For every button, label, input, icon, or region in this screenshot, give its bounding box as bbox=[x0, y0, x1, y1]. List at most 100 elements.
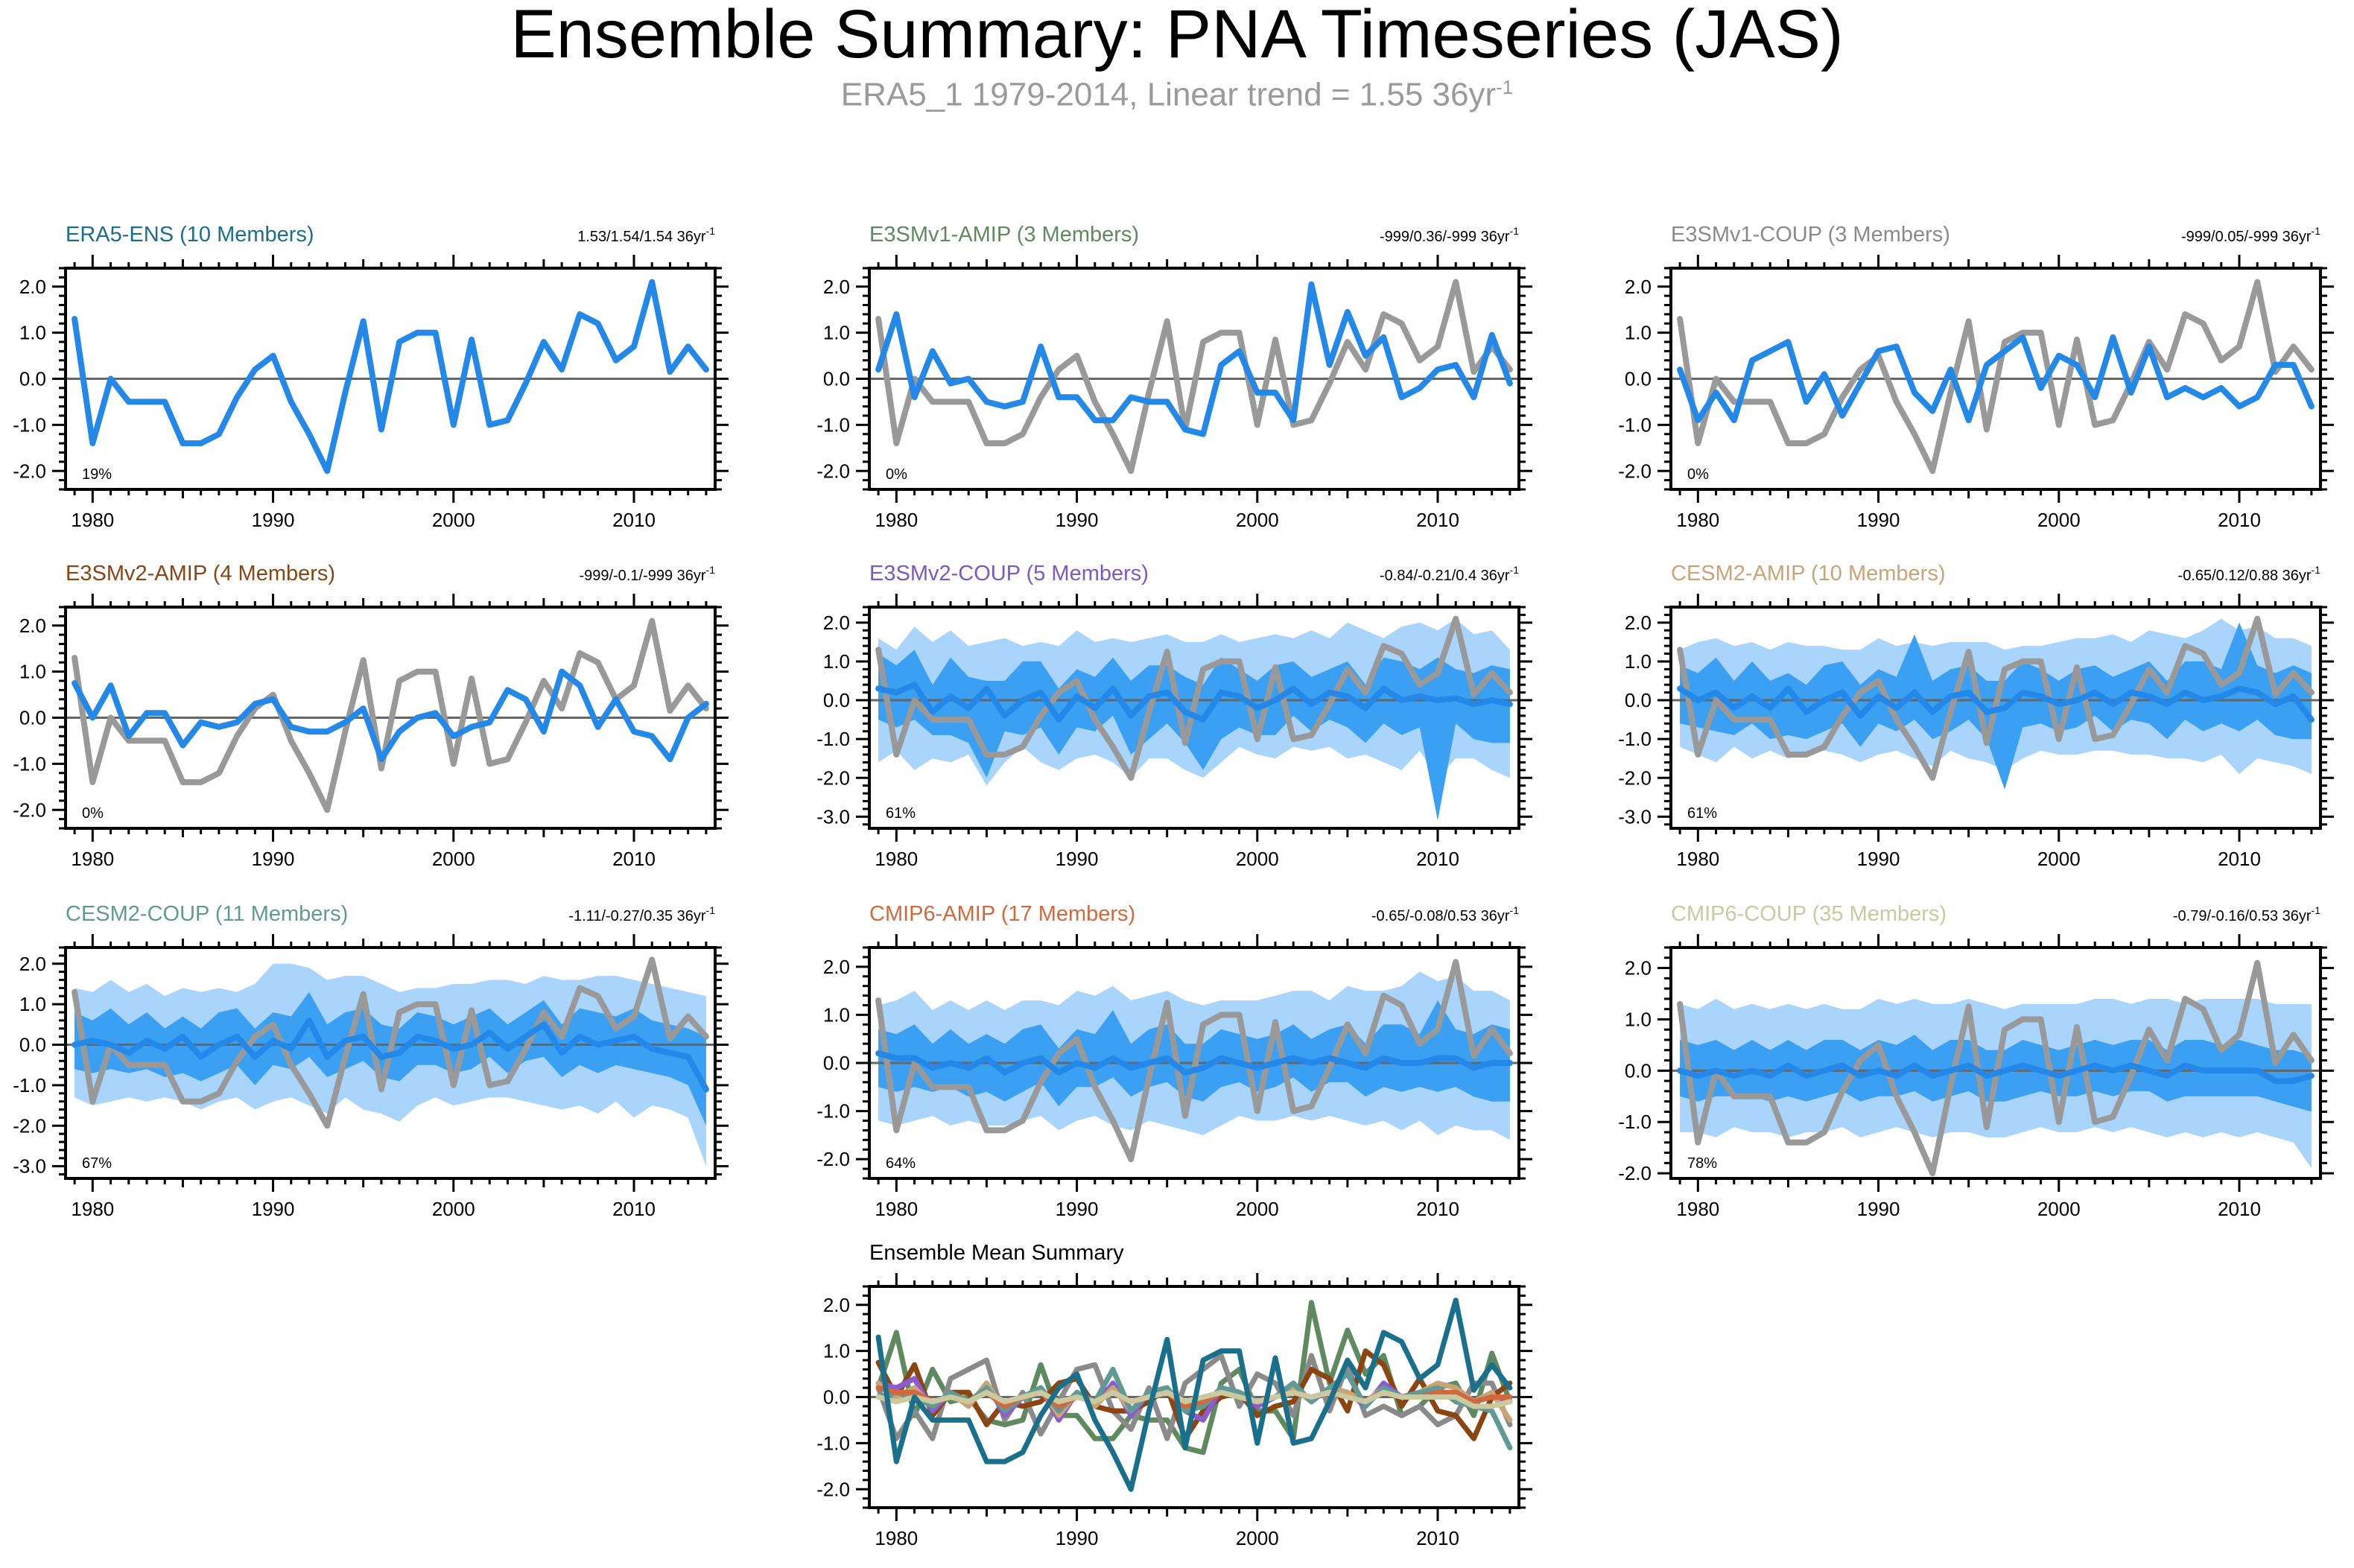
y-tick-label: 2.0 bbox=[1625, 612, 1652, 634]
x-tick-label: 1990 bbox=[1857, 848, 1900, 870]
stats-value: -0.65/0.12/0.88 36yr bbox=[2178, 568, 2312, 584]
stats-value: -0.65/-0.08/0.53 36yr bbox=[1371, 908, 1510, 924]
plot-area-e3smv2-coup bbox=[869, 615, 1519, 821]
panel-e3smv1-amip: 2.0 1.0 0.0 -1.0 -2.0 1980 1990 2000 2010 E3SMv1-… bbox=[816, 223, 1532, 531]
x-tick-label: 2010 bbox=[1416, 509, 1459, 531]
panel-e3smv2-amip: 2.0 1.0 0.0 -1.0 -2.0 1980 1990 2000 2010 E3SMv2-… bbox=[13, 562, 729, 870]
x-tick-label: 1990 bbox=[1056, 1527, 1099, 1549]
model-mean-line bbox=[1677, 1062, 2315, 1085]
model-mean-line bbox=[875, 1050, 1513, 1076]
x-tick-label: 2010 bbox=[1416, 1527, 1459, 1549]
x-tick-label: 1990 bbox=[1056, 848, 1099, 870]
x-tick-label: 2010 bbox=[2218, 848, 2261, 870]
subtitle-text: ERA5_1 1979-2014, Linear trend = 1.55 36… bbox=[840, 76, 1497, 113]
model-mean-line bbox=[72, 1017, 709, 1093]
y-tick-label: -1.0 bbox=[816, 728, 850, 750]
y-tick-label: 2.0 bbox=[19, 615, 46, 637]
y-tick-label: -1.0 bbox=[1618, 728, 1652, 750]
y-tick-label: 2.0 bbox=[823, 956, 850, 978]
x-tick-label: 1990 bbox=[1056, 1198, 1099, 1220]
y-tick-label: 2.0 bbox=[823, 276, 850, 298]
x-tick-label: 1980 bbox=[71, 1198, 114, 1220]
x-tick-label: 2010 bbox=[612, 1198, 656, 1220]
y-tick-label: 0.0 bbox=[19, 707, 46, 729]
y-tick-label: -3.0 bbox=[816, 805, 850, 828]
panel-title: CMIP6-COUP (35 Members) bbox=[1671, 902, 1947, 926]
y-tick-label: -2.0 bbox=[816, 766, 850, 789]
plot-area-e3smv1-coup bbox=[1671, 279, 2320, 474]
page-title: Ensemble Summary: PNA Timeseries (JAS) bbox=[510, 0, 1844, 72]
y-tick-label: 1.0 bbox=[823, 1340, 850, 1362]
y-tick-label: 1.0 bbox=[1625, 1008, 1652, 1030]
y-tick-label: 1.0 bbox=[823, 650, 850, 673]
y-tick-label: -1.0 bbox=[816, 1432, 850, 1454]
panel-stats: -0.65/-0.08/0.53 36yr-1 bbox=[1371, 904, 1519, 924]
y-tick-label: -2.0 bbox=[13, 799, 46, 821]
stats-superscript: -1 bbox=[1510, 225, 1520, 237]
panel-stats: -999/0.36/-999 36yr-1 bbox=[1380, 225, 1519, 245]
y-tick-label: 2.0 bbox=[823, 1294, 850, 1316]
panel-stats: -0.79/-0.16/0.53 36yr-1 bbox=[2173, 904, 2320, 924]
x-tick-label: 2000 bbox=[2037, 509, 2081, 531]
y-tick-label: 0.0 bbox=[1625, 368, 1652, 390]
panel-cmip6-coup: 2.0 1.0 0.0 -1.0 -2.0 1980 1990 2000 2010 CMIP6-C… bbox=[1618, 902, 2334, 1220]
x-tick-label: 1980 bbox=[875, 1198, 918, 1220]
plot-area-e3smv2-amip bbox=[66, 618, 715, 813]
x-tick-label: 1990 bbox=[1857, 1198, 1900, 1220]
panel-percentage: 64% bbox=[886, 1155, 916, 1172]
panel-title: CESM2-COUP (11 Members) bbox=[66, 902, 348, 926]
obs-line bbox=[1677, 959, 2315, 1177]
stats-value: -0.84/-0.21/0.4 36yr bbox=[1380, 568, 1510, 584]
y-tick-label: -1.0 bbox=[1618, 413, 1652, 436]
stats-value: -999/0.36/-999 36yr bbox=[1380, 229, 1510, 245]
panel-title: ERA5-ENS (10 Members) bbox=[66, 223, 314, 247]
x-tick-label: 1980 bbox=[1676, 1198, 1719, 1220]
y-tick-label: 0.0 bbox=[19, 368, 46, 390]
panel-percentage: 0% bbox=[1687, 466, 1709, 483]
y-tick-label: 1.0 bbox=[19, 322, 46, 344]
x-tick-label: 1980 bbox=[71, 509, 114, 531]
panel-cesm2-coup: 2.0 1.0 0.0 -1.0 -2.0 -3.0 1980 1990 2000 2010 CES… bbox=[13, 902, 729, 1220]
obs-line bbox=[875, 615, 1513, 781]
y-tick-label: -2.0 bbox=[13, 1114, 46, 1137]
y-tick-label: 2.0 bbox=[1625, 276, 1652, 298]
x-tick-label: 2000 bbox=[2037, 848, 2081, 870]
x-tick-label: 1990 bbox=[1857, 509, 1900, 531]
stats-superscript: -1 bbox=[2312, 904, 2321, 916]
panel-percentage: 0% bbox=[82, 805, 104, 822]
stats-superscript: -1 bbox=[2312, 225, 2321, 237]
x-tick-label: 2000 bbox=[432, 509, 475, 531]
y-tick-label: -2.0 bbox=[816, 460, 850, 482]
y-tick-label: -1.0 bbox=[816, 1100, 850, 1123]
panel-stats: -1.11/-0.27/0.35 36yr-1 bbox=[568, 904, 715, 924]
y-tick-label: -2.0 bbox=[1618, 766, 1652, 789]
x-tick-label: 2000 bbox=[2037, 1198, 2081, 1220]
y-tick-label: -1.0 bbox=[816, 413, 850, 436]
obs-line bbox=[1677, 615, 2315, 781]
y-tick-label: 1.0 bbox=[823, 322, 850, 344]
plot-area-cmip6-coup bbox=[1671, 959, 2320, 1177]
panel-percentage: 78% bbox=[1687, 1155, 1717, 1172]
stats-superscript: -1 bbox=[706, 225, 716, 237]
y-tick-label: 1.0 bbox=[1625, 650, 1652, 673]
x-tick-label: 2000 bbox=[432, 1198, 475, 1220]
stats-value: -0.79/-0.16/0.53 36yr bbox=[2173, 908, 2312, 924]
y-tick-label: 2.0 bbox=[1625, 957, 1652, 980]
axis-frame bbox=[868, 606, 1520, 830]
panel-title: Ensemble Mean Summary bbox=[869, 1241, 1124, 1265]
stats-superscript: -1 bbox=[1510, 904, 1520, 916]
y-tick-label: 0.0 bbox=[19, 1034, 46, 1056]
plot-area-e3smv1-amip bbox=[869, 279, 1519, 474]
series-line-e3smv2-amip bbox=[875, 1348, 1513, 1441]
panel-stats: -999/0.05/-999 36yr-1 bbox=[2181, 225, 2320, 245]
band-inner bbox=[878, 1000, 1510, 1107]
panel-title: E3SMv2-COUP (5 Members) bbox=[869, 562, 1149, 585]
panel-era5-ens: 2.0 1.0 0.0 -1.0 -2.0 1980 1990 2000 2010 ERA5-EN… bbox=[13, 223, 729, 531]
x-tick-label: 1980 bbox=[875, 1527, 918, 1549]
panel-percentage: 19% bbox=[82, 466, 112, 483]
stats-superscript: -1 bbox=[706, 904, 716, 916]
obs-line bbox=[72, 618, 709, 813]
model-mean-line bbox=[72, 279, 709, 474]
x-tick-label: 2010 bbox=[612, 509, 656, 531]
